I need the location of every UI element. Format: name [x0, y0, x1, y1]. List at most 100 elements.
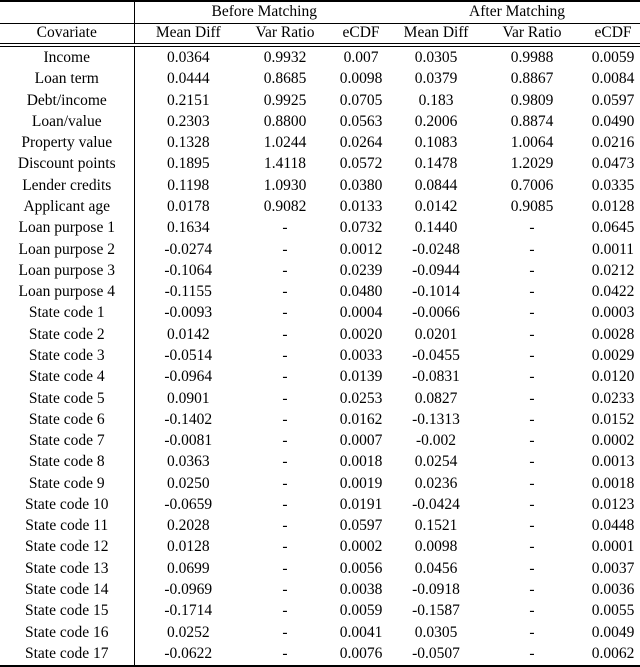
value-cell: 0.0142: [414, 197, 458, 215]
value-cell: 0.0456: [414, 559, 458, 577]
table-body: Income 0.0364 0.9932 0.007 0.0305 0.9988 0.005…: [0, 45, 640, 666]
covariate-cell: State code 5: [0, 387, 135, 410]
table-row: Loan purpose 2 -0.0274 - 0.0012 -0.0248 - 0.00…: [0, 238, 640, 261]
value-cell: 0.2151: [166, 91, 210, 109]
covariate-cell: State code 8: [0, 451, 135, 473]
value-cell: 0.0055: [591, 602, 635, 620]
covariate-cell: State code 1: [0, 302, 135, 325]
value-cell: -: [282, 474, 288, 492]
table-row: Income 0.0364 0.9932 0.007 0.0305 0.9988 0.005…: [0, 45, 640, 69]
value-cell: 1.0244: [263, 134, 307, 152]
value-cell: -0.0066: [412, 304, 460, 322]
value-cell: 0.0422: [591, 283, 635, 301]
value-cell: 0.0098: [339, 70, 383, 88]
covariate-cell: State code 12: [0, 536, 135, 559]
value-cell: -0.1014: [412, 283, 460, 301]
value-cell: 0.0480: [339, 283, 383, 301]
value-cell: 0.0379: [414, 70, 458, 88]
table-row: Loan purpose 4 -0.1155 - 0.0480 -0.1014 - 0.04…: [0, 281, 640, 303]
value-cell: 1.0064: [510, 134, 554, 152]
covariate-cell: State code 4: [0, 366, 135, 388]
value-cell: 0.0019: [339, 474, 383, 492]
value-cell: -0.0514: [164, 346, 213, 364]
value-cell: -: [282, 283, 288, 301]
value-cell: 0.007: [343, 48, 379, 66]
group-header-corner: [0, 1, 135, 24]
covariate-cell: State code 7: [0, 430, 135, 452]
covariate-cell: State code 16: [0, 621, 135, 644]
value-cell: 0.2303: [166, 112, 210, 130]
table-row: Loan/value 0.2303 0.8800 0.0563 0.2006 0.8874…: [0, 111, 640, 133]
value-cell: -0.0507: [412, 645, 460, 663]
value-cell: 0.1083: [414, 134, 458, 152]
table-row: Property value 0.1328 1.0244 0.0264 0.1083 1.…: [0, 132, 640, 154]
value-cell: -: [529, 453, 535, 471]
value-cell: 0.0239: [339, 261, 383, 279]
value-cell: -: [282, 389, 288, 407]
table-row: Loan term 0.0444 0.8685 0.0098 0.0379 0.8867 0…: [0, 68, 640, 90]
value-cell: 0.0335: [591, 176, 635, 194]
value-cell: 0.2006: [414, 112, 458, 130]
value-cell: 0.8800: [263, 112, 307, 130]
value-cell: 1.0930: [263, 176, 307, 194]
value-cell: 0.9988: [510, 48, 554, 66]
value-cell: -: [529, 602, 535, 620]
value-cell: 0.0012: [339, 240, 383, 258]
value-cell: 0.1895: [166, 155, 210, 173]
value-cell: -0.1402: [164, 410, 213, 428]
value-cell: -0.1064: [164, 261, 213, 279]
value-cell: -: [282, 368, 288, 386]
value-cell: 0.9809: [510, 91, 554, 109]
value-cell: 0.0133: [339, 197, 383, 215]
value-cell: 0.0037: [591, 559, 635, 577]
value-cell: 0.0120: [591, 368, 635, 386]
value-cell: -: [529, 346, 535, 364]
value-cell: 0.0699: [166, 559, 210, 577]
table-row: State code 8 0.0363 - 0.0018 0.0254 - 0.0013: [0, 451, 640, 473]
value-cell: 0.0062: [591, 645, 635, 663]
value-cell: 0.0011: [592, 240, 635, 258]
value-cell: -: [529, 623, 535, 641]
covariate-cell: Applicant age: [0, 196, 135, 218]
value-cell: -0.0918: [412, 581, 460, 599]
table-row: Lender credits 0.1198 1.0930 0.0380 0.0844 0.…: [0, 175, 640, 197]
value-cell: -: [529, 219, 535, 237]
table-row: State code 12 0.0128 - 0.0002 0.0098 - 0.0001: [0, 536, 640, 559]
value-cell: 0.0254: [414, 453, 458, 471]
table-row: Applicant age 0.0178 0.9082 0.0133 0.0142 0.9…: [0, 196, 640, 218]
value-cell: 0.0059: [339, 602, 383, 620]
covariate-cell: Loan purpose 3: [0, 260, 135, 282]
value-cell: 0.0098: [414, 538, 458, 556]
table-row: State code 10 -0.0659 - 0.0191 -0.0424 - 0.012…: [0, 494, 640, 516]
value-cell: 0.0364: [166, 48, 210, 66]
value-cell: -0.1155: [164, 283, 212, 301]
value-cell: -: [282, 645, 288, 663]
covariate-cell: State code 3: [0, 345, 135, 367]
table-row: State code 15 -0.1714 - 0.0059 -0.1587 - 0.005…: [0, 600, 640, 622]
value-cell: 0.0844: [414, 176, 458, 194]
covariate-cell: Discount points: [0, 153, 135, 176]
column-header-row: Covariate Mean Diff Var Ratio eCDF Mean …: [0, 23, 640, 47]
covariate-cell: Loan term: [0, 68, 135, 90]
value-cell: 0.9085: [510, 197, 554, 215]
value-cell: -: [529, 495, 535, 513]
table-row: State code 4 -0.0964 - 0.0139 -0.0831 - 0.0120: [0, 366, 640, 388]
table-row: Loan purpose 3 -0.1064 - 0.0239 -0.0944 - 0.02…: [0, 260, 640, 282]
value-cell: -0.1313: [412, 410, 460, 428]
col-header-mean-diff-before: Mean Diff: [134, 23, 242, 47]
value-cell: -: [529, 474, 535, 492]
value-cell: -0.0081: [164, 432, 213, 450]
value-cell: 0.0059: [591, 48, 635, 66]
value-cell: 0.0162: [339, 410, 383, 428]
value-cell: 1.2029: [510, 155, 554, 173]
value-cell: 0.0448: [591, 517, 635, 535]
value-cell: 0.0001: [591, 538, 635, 556]
value-cell: 0.0250: [166, 474, 210, 492]
covariate-cell: State code 13: [0, 558, 135, 580]
value-cell: -: [282, 517, 288, 535]
value-cell: 0.0305: [414, 48, 458, 66]
covariate-cell: State code 14: [0, 579, 135, 601]
value-cell: 0.0597: [591, 91, 635, 109]
